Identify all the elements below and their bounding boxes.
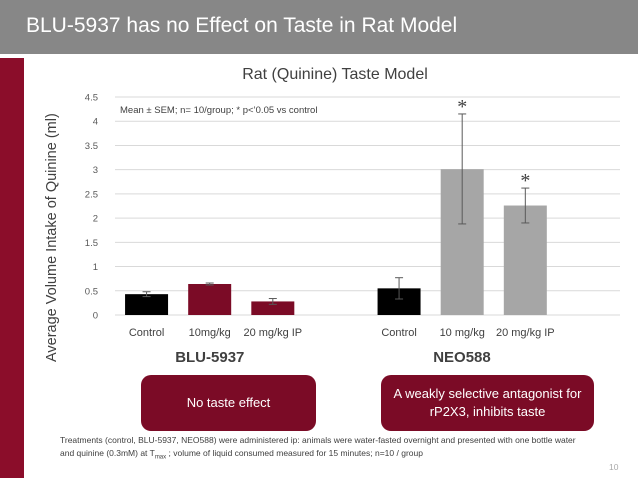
- y-tick-label: 1.5: [85, 238, 98, 249]
- bar: [503, 205, 547, 315]
- callout-left-text: No taste effect: [186, 395, 271, 411]
- x-tick-label: 10 mg/kg: [440, 327, 485, 339]
- chart-title: Rat (Quinine) Taste Model: [242, 66, 428, 83]
- footnote: Treatments (control, BLU-5937, NEO588) w…: [60, 434, 580, 463]
- plot-area: 0 0.5 1 1.5 2 2.5 3 3.5 4 4.5 Control 10mg/kg 20 mg/…: [85, 93, 620, 339]
- callout-right-text: A weakly selective antagonist for rP2X3,…: [393, 386, 582, 419]
- y-tick-label: 0: [93, 311, 98, 322]
- x-tick-label: Control: [129, 327, 164, 339]
- callout-no-taste-effect: No taste effect: [141, 375, 316, 431]
- bar: [188, 283, 232, 315]
- group-label-neo588: NEO588: [433, 349, 491, 366]
- significance-marker: *: [457, 96, 467, 118]
- slide-title: BLU-5937 has no Effect on Taste in Rat M…: [26, 14, 458, 37]
- page-number: 10: [609, 462, 619, 472]
- bar: [251, 301, 295, 315]
- x-tick-label: 10mg/kg: [189, 327, 231, 339]
- y-tick-label: 3.5: [85, 141, 98, 152]
- y-tick-label: 2: [93, 214, 98, 225]
- footnote-part1: Treatments (control, BLU-5937, NEO588) w…: [60, 435, 576, 459]
- x-tick-label: 20 mg/kg IP: [496, 327, 555, 339]
- y-tick-label: 4: [93, 117, 98, 128]
- accent-strip: [0, 58, 24, 478]
- callout-weak-antagonist: A weakly selective antagonist for rP2X3,…: [381, 375, 594, 431]
- x-tick-label: 20 mg/kg IP: [243, 327, 302, 339]
- title-bar: BLU-5937 has no Effect on Taste in Rat M…: [0, 0, 638, 54]
- bar: [125, 294, 169, 315]
- y-tick-label: 3: [93, 165, 98, 176]
- y-tick-label: 2.5: [85, 189, 98, 200]
- significance-marker: *: [520, 170, 530, 192]
- x-tick-label: Control: [381, 327, 416, 339]
- group-label-blu-5937: BLU-5937: [175, 349, 245, 366]
- footnote-part2: ; volume of liquid consumed measured for…: [166, 448, 423, 459]
- taste-model-chart: Rat (Quinine) Taste Model Mean ± SEM; n=…: [40, 62, 630, 372]
- footnote-subscript: max: [154, 454, 167, 461]
- y-tick-label: 4.5: [85, 93, 98, 104]
- y-tick-label: 0.5: [85, 286, 98, 297]
- chart-annotation: Mean ± SEM; n= 10/group; * p<’0.05 vs co…: [120, 105, 318, 116]
- y-tick-label: 1: [93, 262, 98, 273]
